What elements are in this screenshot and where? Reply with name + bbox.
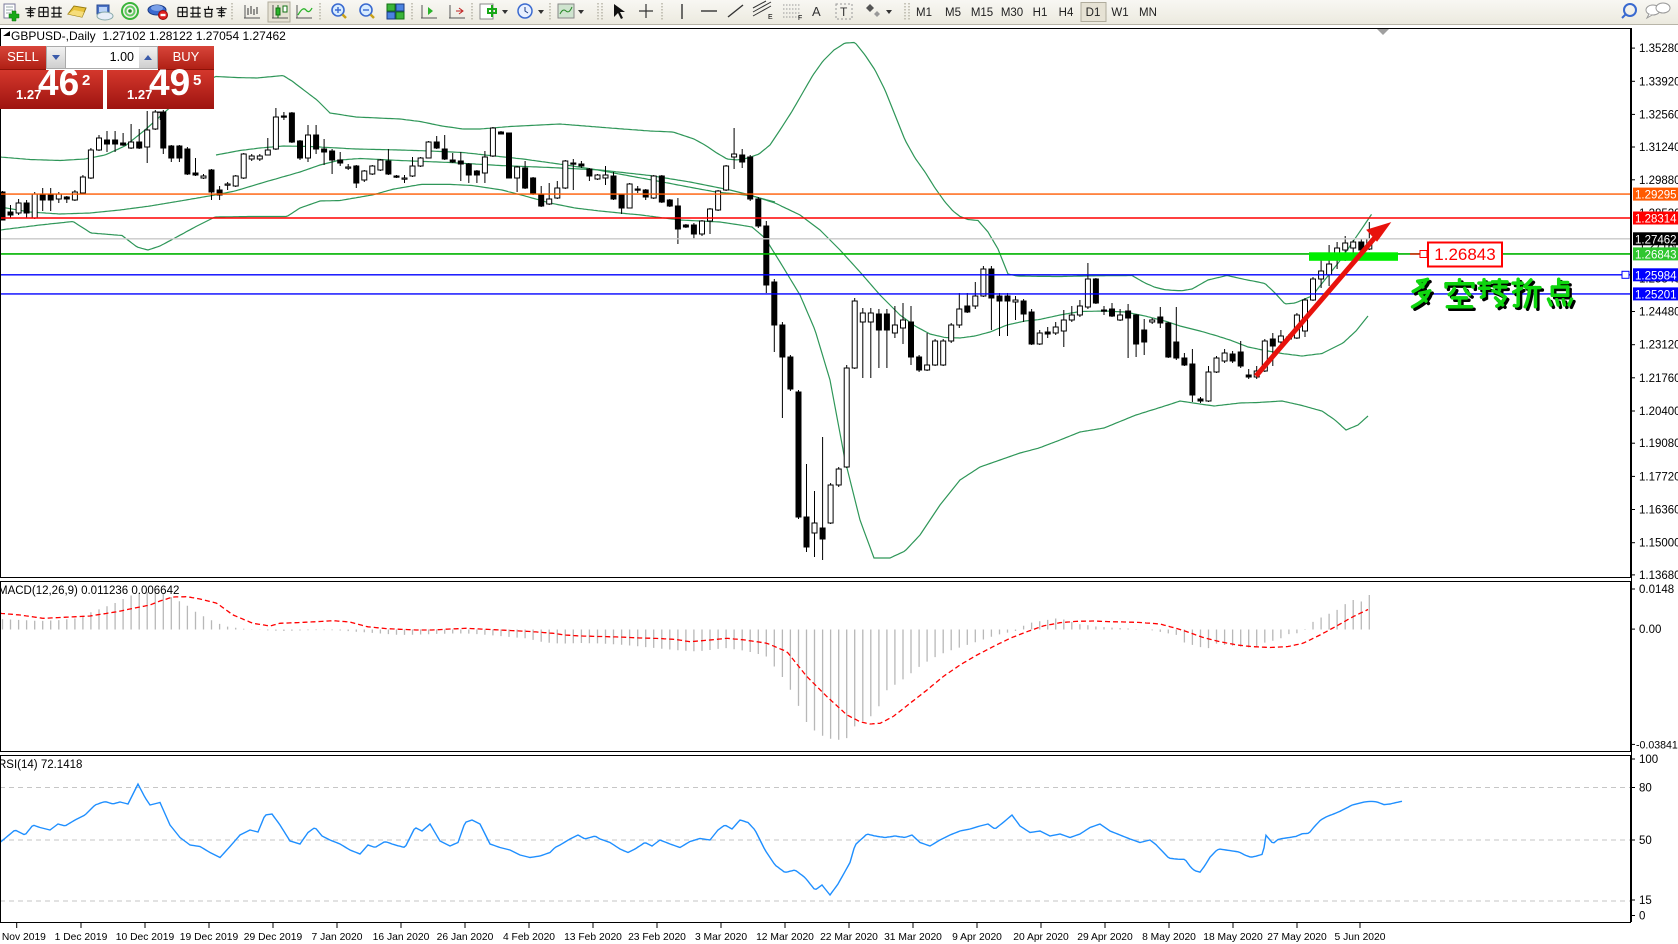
svg-text:1.35280: 1.35280 [1639, 43, 1678, 55]
svg-text:1.23120: 1.23120 [1639, 340, 1678, 352]
svg-text:50: 50 [1639, 835, 1652, 847]
svg-text:RSI(14) 72.1418: RSI(14) 72.1418 [0, 759, 82, 771]
svg-text:H1: H1 [1033, 7, 1048, 19]
svg-text:1.32560: 1.32560 [1639, 109, 1678, 121]
svg-text:1.28314: 1.28314 [1635, 214, 1677, 226]
svg-text:27 May 2020: 27 May 2020 [1267, 932, 1327, 943]
svg-text:23 Feb 2020: 23 Feb 2020 [628, 932, 686, 943]
svg-text:9 Apr 2020: 9 Apr 2020 [952, 932, 1002, 943]
svg-text:22 Mar 2020: 22 Mar 2020 [820, 932, 878, 943]
svg-text:1.21760: 1.21760 [1639, 373, 1678, 385]
svg-text:20 Apr 2020: 20 Apr 2020 [1013, 932, 1069, 943]
svg-text:1.25201: 1.25201 [1635, 289, 1677, 301]
svg-text:W1: W1 [1111, 7, 1128, 19]
svg-text:10 Dec 2019: 10 Dec 2019 [116, 932, 175, 943]
svg-text:F: F [798, 15, 802, 22]
svg-text:M5: M5 [945, 7, 961, 19]
svg-text:T: T [157, 109, 165, 123]
svg-text:1.31240: 1.31240 [1639, 142, 1678, 154]
svg-text:0.0148: 0.0148 [1639, 584, 1674, 596]
svg-text:31 Mar 2020: 31 Mar 2020 [884, 932, 942, 943]
svg-text:1.16360: 1.16360 [1639, 505, 1678, 517]
svg-text:18 May 2020: 18 May 2020 [1203, 932, 1263, 943]
svg-text:1.24480: 1.24480 [1639, 307, 1678, 319]
svg-text:100: 100 [1639, 754, 1658, 766]
svg-text:8 May 2020: 8 May 2020 [1142, 932, 1196, 943]
svg-text:1.20400: 1.20400 [1639, 406, 1678, 418]
svg-text:1.33920: 1.33920 [1639, 76, 1678, 88]
svg-text:0.00: 0.00 [1639, 624, 1661, 636]
svg-text:M1: M1 [916, 7, 932, 19]
svg-text:0: 0 [1639, 911, 1645, 923]
svg-text:19 Dec 2019: 19 Dec 2019 [180, 932, 239, 943]
svg-text:1.27462: 1.27462 [1635, 234, 1677, 246]
svg-text:4 Feb 2020: 4 Feb 2020 [503, 932, 555, 943]
svg-text:1.29880: 1.29880 [1639, 175, 1678, 187]
svg-text:1.13680: 1.13680 [1639, 570, 1678, 582]
svg-text:T: T [840, 5, 848, 19]
svg-text:D1: D1 [1086, 7, 1101, 19]
svg-text:1.26843: 1.26843 [1434, 245, 1495, 264]
svg-text:A: A [812, 4, 821, 19]
svg-text:21 Nov 2019: 21 Nov 2019 [0, 932, 46, 943]
svg-text:1.29295: 1.29295 [1635, 190, 1677, 202]
svg-text:1 Dec 2019: 1 Dec 2019 [55, 932, 108, 943]
svg-text:29 Dec 2019: 29 Dec 2019 [244, 932, 303, 943]
svg-text:M30: M30 [1001, 7, 1023, 19]
svg-text:3 Mar 2020: 3 Mar 2020 [695, 932, 747, 943]
svg-text:-0.038415: -0.038415 [1636, 739, 1678, 751]
svg-text:1.17720: 1.17720 [1639, 471, 1678, 483]
svg-text:16 Jan 2020: 16 Jan 2020 [373, 932, 430, 943]
svg-text:5 Jun 2020: 5 Jun 2020 [1335, 932, 1386, 943]
svg-text:1.25984: 1.25984 [1635, 270, 1677, 282]
svg-text:E: E [768, 14, 773, 21]
svg-text:1.19080: 1.19080 [1639, 438, 1678, 450]
svg-text:1.26843: 1.26843 [1635, 249, 1677, 261]
svg-text:7 Jan 2020: 7 Jan 2020 [312, 932, 363, 943]
svg-text:1.15000: 1.15000 [1639, 538, 1678, 550]
svg-text:MN: MN [1139, 7, 1157, 19]
svg-text:M15: M15 [971, 7, 993, 19]
svg-text:80: 80 [1639, 783, 1652, 795]
svg-text:15: 15 [1639, 895, 1652, 907]
svg-text:H4: H4 [1059, 7, 1074, 19]
svg-text:12 Mar 2020: 12 Mar 2020 [756, 932, 814, 943]
svg-text:GBPUSD-,Daily 1.27102 1.28122: GBPUSD-,Daily 1.27102 1.28122 1.27054 1.… [11, 29, 286, 43]
svg-text:26 Jan 2020: 26 Jan 2020 [437, 932, 494, 943]
svg-text:MACD(12,26,9) 0.011236 0.00664: MACD(12,26,9) 0.011236 0.006642 [0, 585, 179, 597]
svg-text:13 Feb 2020: 13 Feb 2020 [564, 932, 622, 943]
svg-text:29 Apr 2020: 29 Apr 2020 [1077, 932, 1133, 943]
